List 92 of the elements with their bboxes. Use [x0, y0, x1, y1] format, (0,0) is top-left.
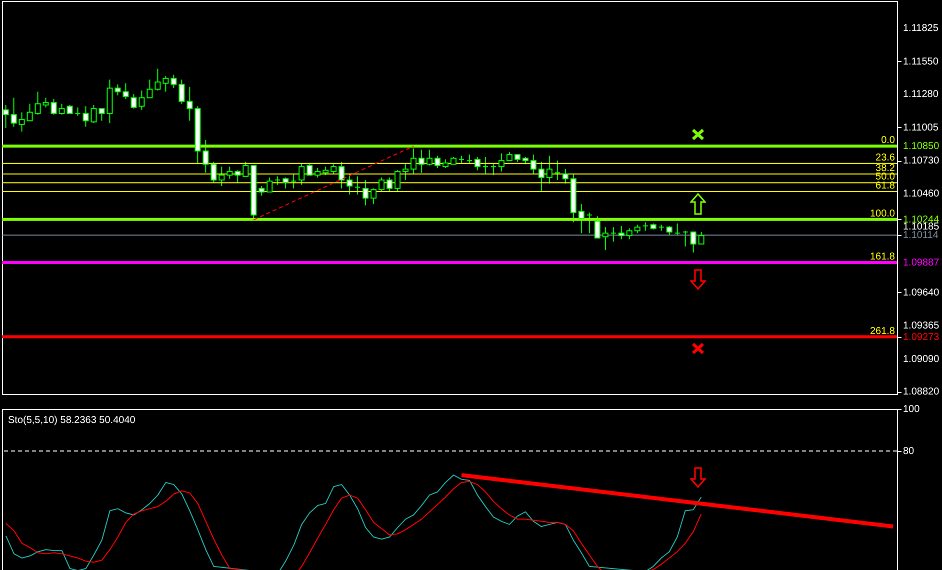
candlestick — [306, 164, 313, 176]
candlestick — [170, 74, 177, 89]
candlestick — [218, 166, 225, 187]
candlestick — [474, 156, 480, 171]
candlestick — [602, 226, 608, 251]
candlestick — [418, 149, 425, 174]
candlestick — [290, 173, 297, 189]
candlestick — [698, 231, 704, 245]
y-tick-label: 1.09273 — [903, 332, 940, 343]
candlestick — [178, 79, 185, 104]
y-tick-label: 1.09090 — [903, 354, 940, 365]
y-tick-label: 1.10460 — [903, 188, 940, 200]
y-tick-label: 1.09640 — [903, 287, 940, 298]
candlestick — [490, 164, 496, 176]
candlestick — [314, 167, 321, 178]
candlestick — [666, 225, 672, 236]
candlestick — [82, 106, 89, 128]
candlestick — [690, 231, 696, 254]
candlestick — [482, 156, 488, 174]
candlestick — [554, 160, 560, 180]
y-tick-label: 1.09887 — [903, 258, 940, 269]
candlestick — [546, 155, 552, 184]
candlestick — [586, 212, 592, 234]
candlestick — [242, 161, 249, 177]
candlestick — [402, 164, 409, 180]
candlestick — [410, 148, 417, 174]
candlestick — [378, 177, 385, 192]
candlestick — [426, 149, 433, 166]
candlestick — [130, 94, 137, 110]
candlestick — [610, 226, 616, 242]
candlestick — [122, 82, 129, 100]
candlestick — [298, 162, 305, 186]
candlestick — [538, 161, 544, 192]
candlestick — [50, 98, 57, 116]
candlestick — [346, 173, 353, 195]
text: Sto(5,5,10) 58.2363 50.4040 — [8, 415, 136, 426]
candlestick — [226, 166, 233, 180]
candlestick — [114, 84, 121, 96]
candlestick — [202, 140, 209, 174]
candlestick — [146, 79, 153, 98]
annotation: 161.8 — [870, 252, 896, 263]
candlestick — [234, 170, 241, 183]
candlestick — [386, 177, 393, 193]
candlestick — [562, 168, 568, 184]
y-tick-label: 1.10850 — [903, 141, 940, 152]
y-tick-label: 80 — [903, 446, 915, 457]
candlestick — [58, 103, 65, 116]
candlestick — [394, 170, 401, 193]
y-tick-label: 1.11280 — [903, 89, 939, 100]
candlestick — [594, 216, 600, 239]
candlestick — [498, 152, 504, 172]
candlestick — [370, 188, 377, 205]
candlestick — [674, 223, 680, 236]
candlestick — [530, 154, 536, 174]
y-tick-label: 1.10114 — [903, 230, 939, 242]
y-tick-label: 1.10730 — [903, 156, 940, 167]
annotation: 0.0 — [881, 135, 896, 146]
candlestick — [10, 97, 17, 128]
candlestick — [626, 228, 632, 240]
annotation: 38.2 — [876, 163, 896, 174]
annotation: 100.0 — [870, 208, 896, 220]
annotation: 261.8 — [870, 326, 896, 337]
candlestick — [26, 103, 33, 122]
candlestick — [210, 161, 217, 183]
y-tick-label: 100 — [903, 404, 920, 415]
candlestick — [330, 164, 337, 174]
candlestick — [98, 108, 105, 122]
y-tick-label: 1.08820 — [903, 386, 940, 398]
candlestick — [162, 75, 169, 92]
candlestick — [618, 225, 624, 240]
y-tick-label: 1.11550 — [903, 56, 939, 68]
candlestick — [42, 97, 49, 108]
candlestick — [362, 179, 369, 206]
y-tick-label: 1.09365 — [903, 320, 940, 332]
candlestick — [282, 177, 289, 189]
candlestick — [258, 186, 265, 196]
y-tick-label: 1.11825 — [903, 23, 939, 34]
candlestick — [682, 230, 688, 247]
candlestick — [266, 177, 273, 193]
candlestick — [434, 155, 441, 168]
candlestick — [658, 224, 664, 232]
candlestick — [186, 86, 193, 122]
candlestick — [138, 90, 145, 110]
candlestick — [354, 176, 361, 195]
candlestick — [18, 112, 25, 132]
candlestick — [578, 204, 584, 234]
candlestick — [154, 68, 161, 91]
annotation: 23.6 — [876, 152, 896, 164]
candlestick — [338, 161, 345, 189]
candlestick — [90, 104, 97, 124]
candlestick — [34, 91, 41, 116]
y-tick-label: 1.11005 — [903, 122, 939, 134]
